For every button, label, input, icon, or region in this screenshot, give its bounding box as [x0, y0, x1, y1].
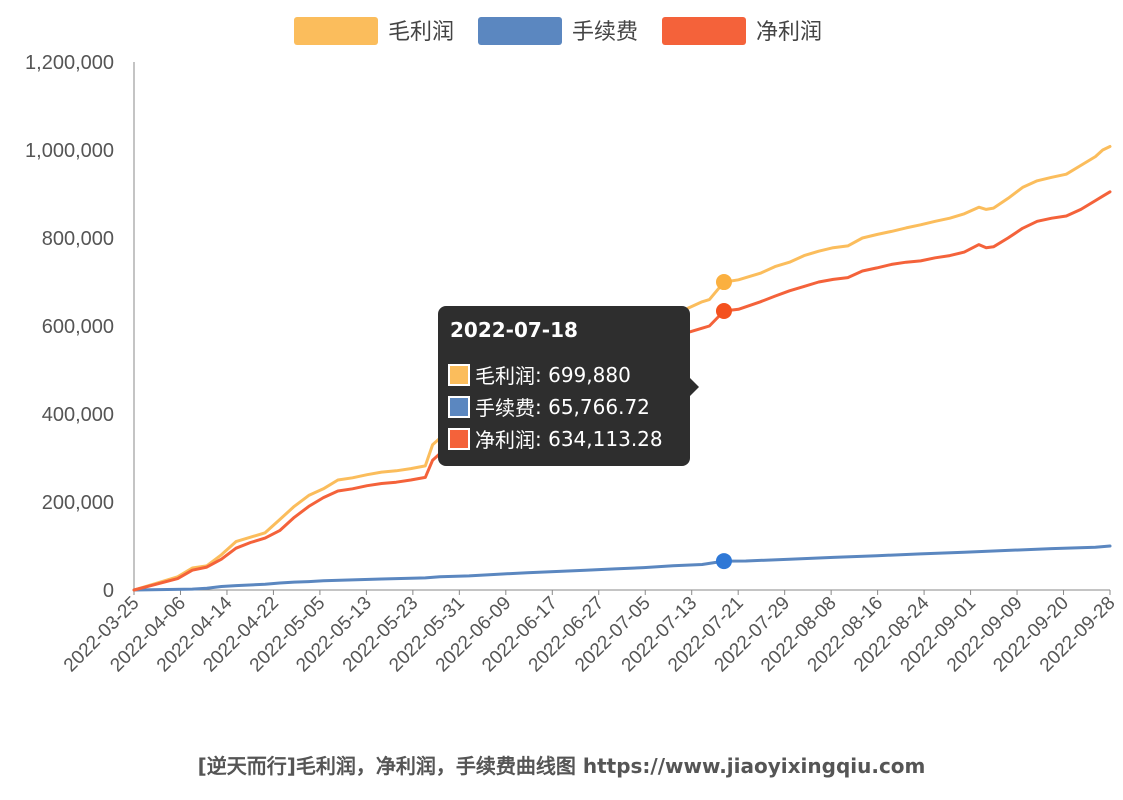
y-tick-label: 0 [103, 580, 114, 602]
legend-swatch-0 [294, 17, 378, 45]
y-tick-label: 800,000 [42, 228, 114, 250]
tooltip-row-fee: 手续费: 65,766.72 [448, 392, 650, 421]
hover-marker-1 [715, 553, 732, 570]
tooltip-label: 手续费 [475, 396, 535, 420]
tooltip: 2022-07-18 毛利润: 699,880 手续费: 65,766.72 净… [438, 306, 699, 466]
y-axis: 0 200,000 400,000 600,000 800,000 1,000,000 1,… [25, 52, 135, 602]
legend-label: 手续费 [572, 20, 638, 45]
legend-swatch-1 [478, 17, 562, 45]
legend-label: 毛利润 [388, 20, 454, 45]
y-tick-label: 200,000 [42, 492, 114, 514]
y-tick-label: 400,000 [42, 404, 114, 426]
tooltip-value: 65,766.72 [548, 394, 650, 419]
y-tick-label: 600,000 [42, 316, 114, 338]
tooltip-row-net-profit: 净利润: 634,113.28 [448, 424, 663, 453]
tooltip-swatch-fee [448, 395, 470, 418]
hover-markers [715, 274, 732, 570]
chart-caption: [逆天而行]毛利润，净利润，手续费曲线图 https://www.jiaoyix… [197, 754, 926, 778]
legend-label: 净利润 [756, 20, 822, 45]
tooltip-swatch-net-profit [448, 427, 470, 450]
tooltip-label: 净利润 [475, 428, 535, 452]
legend-swatch-2 [662, 17, 746, 45]
tooltip-date: 2022-07-18 [450, 318, 578, 342]
hover-marker-0 [715, 274, 732, 291]
tooltip-value: 699,880 [548, 362, 631, 387]
legend: 毛利润 手续费 净利润 [294, 17, 822, 45]
tooltip-swatch-gross-profit [448, 363, 470, 386]
hover-marker-2 [715, 302, 732, 319]
y-tick-label: 1,000,000 [25, 140, 114, 162]
x-axis: 2022-03-252022-04-062022-04-142022-04-22… [60, 589, 1120, 676]
y-tick-label: 1,200,000 [25, 52, 114, 74]
series-line-1 [132, 544, 1112, 592]
tooltip-value: 634,113.28 [548, 426, 663, 451]
tooltip-label: 毛利润 [475, 364, 535, 388]
tooltip-row-gross-profit: 毛利润: 699,880 [448, 360, 631, 389]
